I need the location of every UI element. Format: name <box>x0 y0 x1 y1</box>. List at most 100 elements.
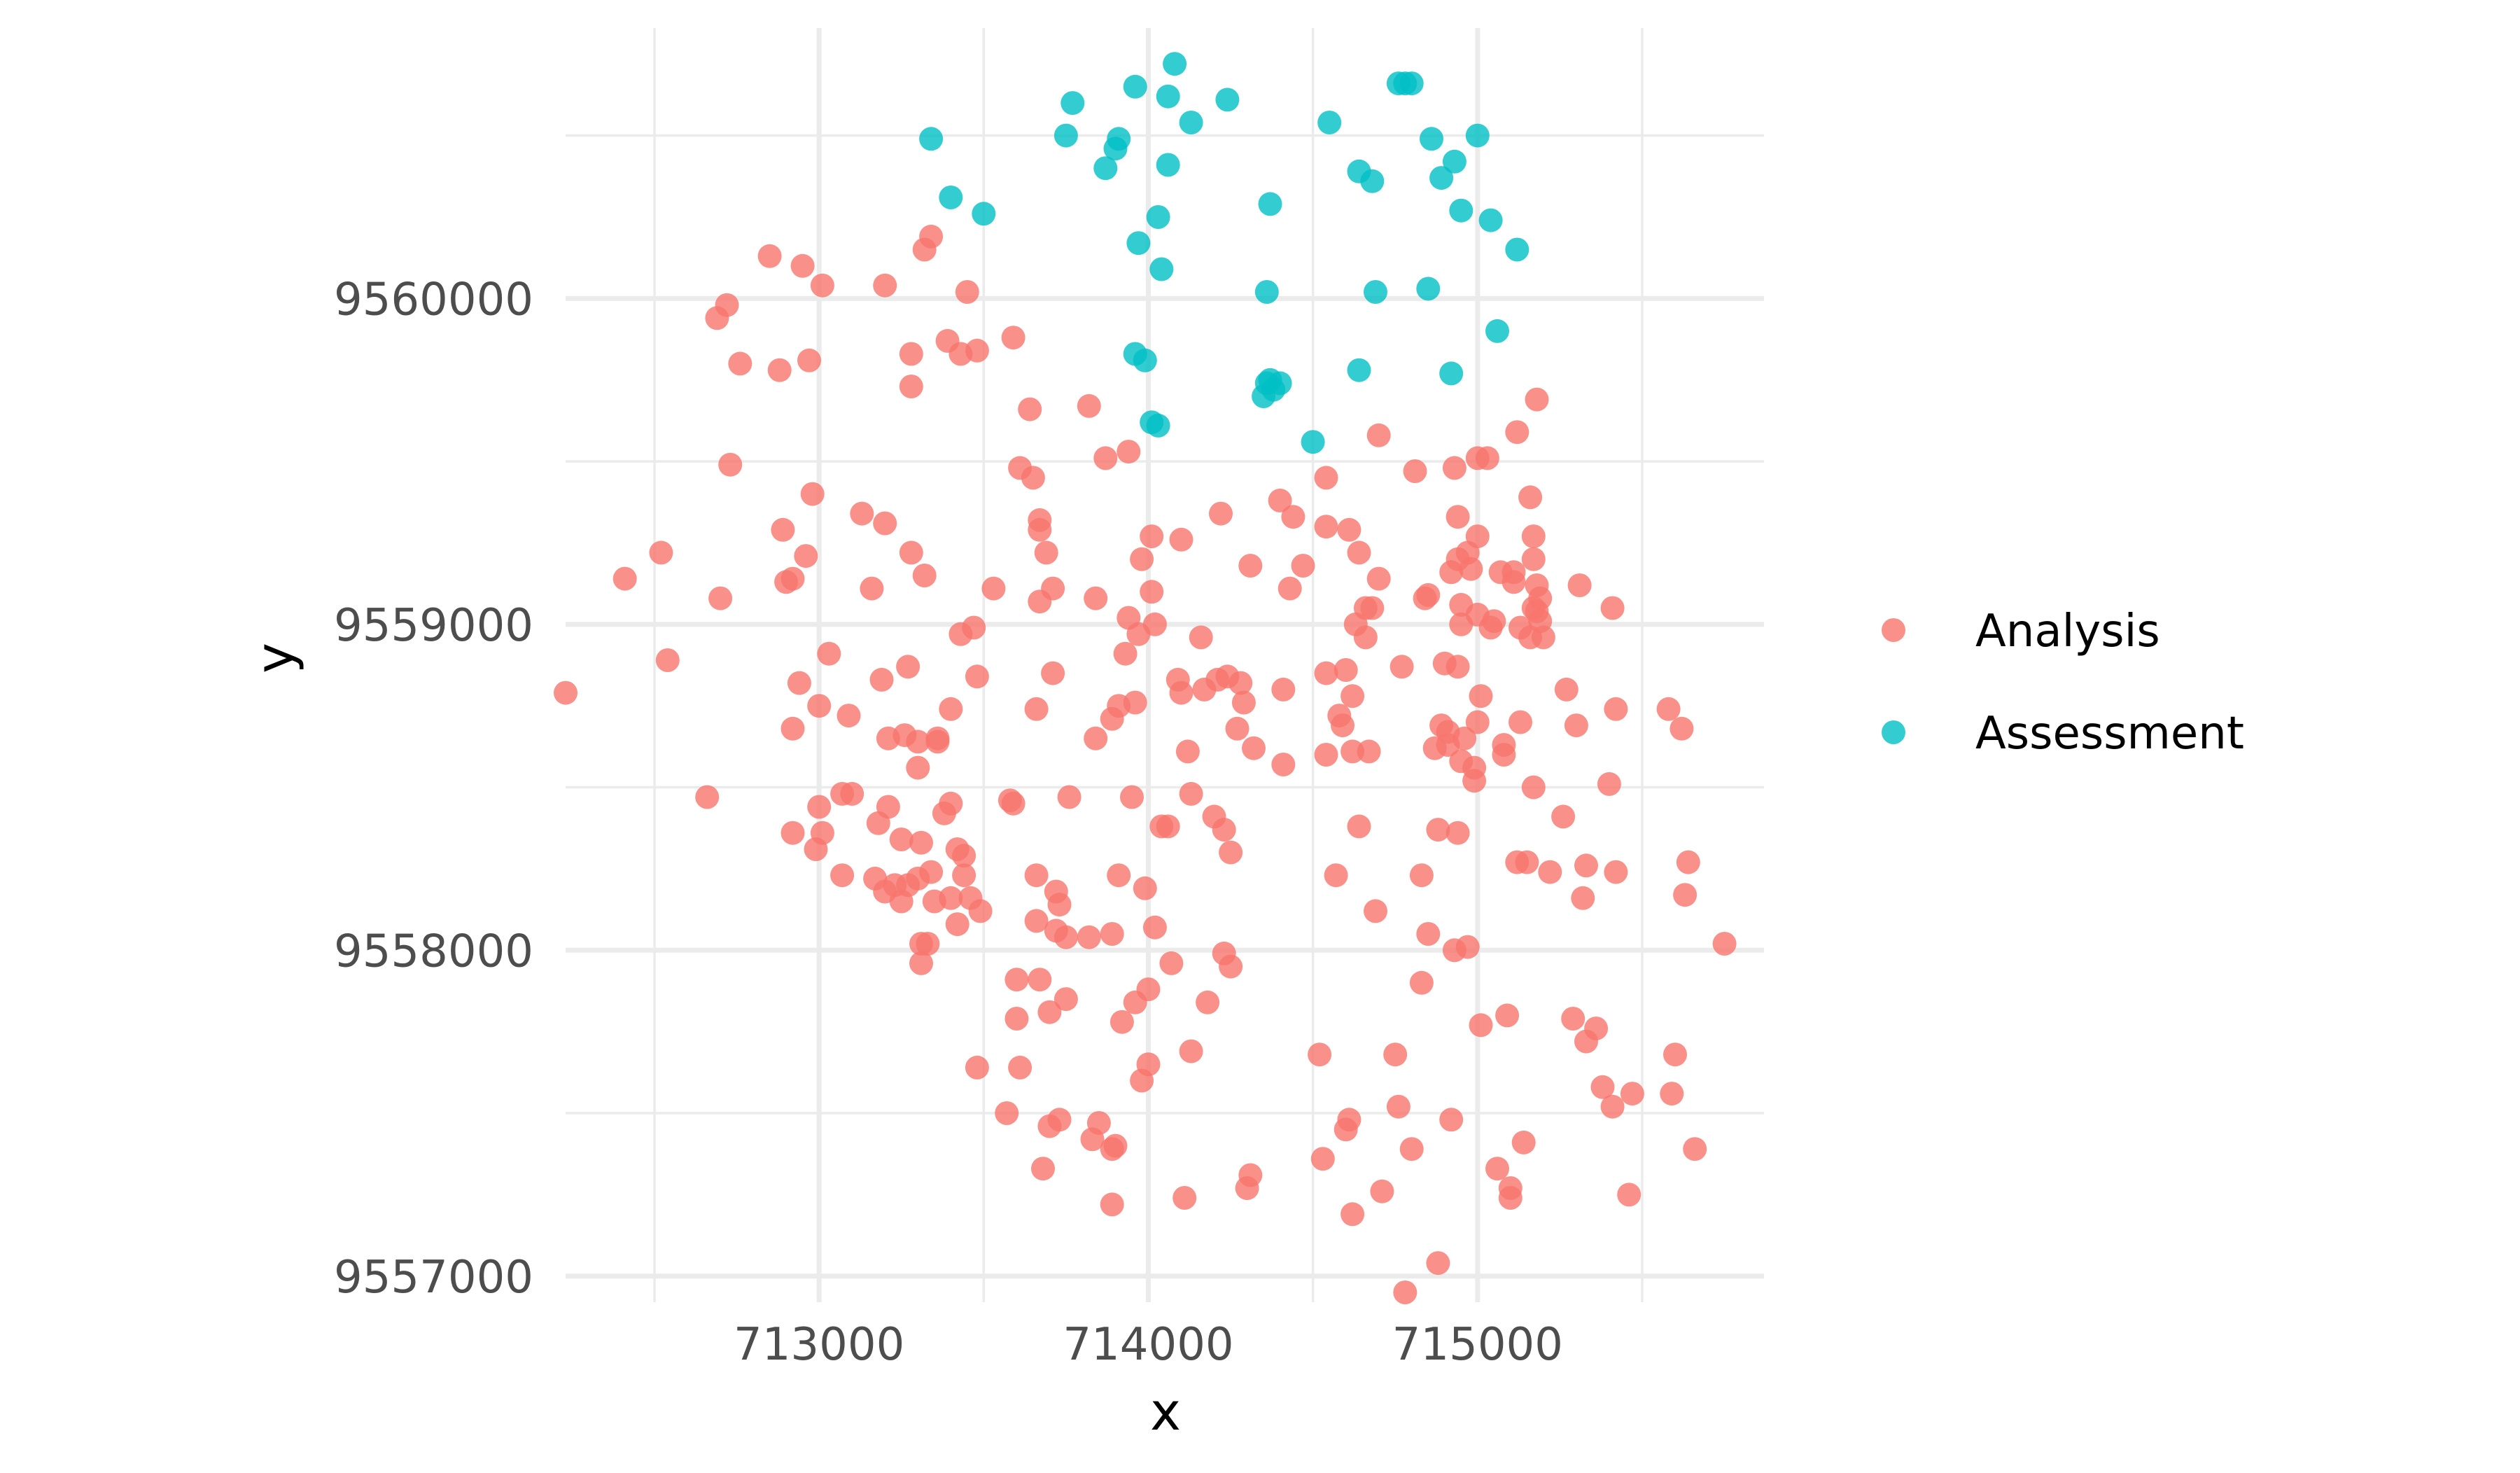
analysis-point <box>1383 1042 1408 1067</box>
assessment-point <box>1478 208 1503 232</box>
analysis-point <box>1041 661 1065 685</box>
analysis-point <box>1656 697 1681 721</box>
analysis-point <box>1310 1147 1335 1171</box>
analysis-point <box>899 342 923 366</box>
analysis-point <box>1347 814 1371 839</box>
assessment-point <box>1258 192 1282 216</box>
analysis-point <box>919 224 944 249</box>
analysis-point <box>1228 671 1253 695</box>
analysis-point <box>1521 775 1546 800</box>
analysis-point <box>1116 440 1141 464</box>
assessment-point <box>1149 257 1174 281</box>
analysis-point <box>1590 1075 1615 1099</box>
analysis-point <box>1604 860 1628 884</box>
analysis-point <box>965 338 989 363</box>
analysis-point <box>876 795 900 819</box>
assessment-point <box>1133 348 1157 372</box>
analysis-point <box>1683 1137 1707 1161</box>
analysis-point <box>612 566 637 591</box>
analysis-point <box>1446 505 1470 529</box>
analysis-point <box>1495 1003 1520 1028</box>
analysis-point <box>1084 726 1108 751</box>
analysis-point <box>1179 781 1203 806</box>
analysis-point <box>1159 951 1184 975</box>
analysis-point <box>1538 860 1562 884</box>
analysis-point <box>1502 570 1526 594</box>
analysis-point <box>1357 739 1381 764</box>
y-tick-label: 9560000 <box>334 274 533 326</box>
analysis-point <box>780 566 805 591</box>
analysis-point <box>1001 791 1026 816</box>
analysis-point <box>965 664 989 689</box>
analysis-point <box>1238 554 1263 578</box>
analysis-point <box>1196 990 1220 1014</box>
analysis-point <box>780 716 805 741</box>
analysis-point <box>1238 1163 1263 1187</box>
analysis-point <box>1113 641 1138 666</box>
analysis-point <box>1004 968 1029 992</box>
analysis-point <box>912 564 937 587</box>
analysis-point <box>1508 710 1532 734</box>
analysis-point <box>1008 1055 1032 1080</box>
analysis-point <box>649 540 673 565</box>
analysis-point <box>1100 1192 1124 1217</box>
analysis-point <box>869 667 894 692</box>
analysis-point <box>1110 1010 1134 1034</box>
analysis-point <box>1442 456 1466 480</box>
analysis-point <box>1169 527 1194 552</box>
analysis-point <box>1518 485 1543 510</box>
analysis-point <box>1103 1133 1128 1158</box>
analysis-point <box>860 576 884 601</box>
analysis-point <box>1120 785 1144 809</box>
assessment-point <box>1268 371 1292 396</box>
analysis-point <box>1347 540 1371 565</box>
analysis-point <box>810 821 834 845</box>
assessment-point <box>1156 153 1180 177</box>
analysis-point <box>1462 755 1487 780</box>
analysis-point <box>1281 505 1306 529</box>
assessment-point <box>1179 111 1203 134</box>
analysis-point <box>1024 697 1049 721</box>
analysis-point <box>1225 716 1250 741</box>
analysis-point <box>1054 987 1078 1012</box>
analysis-point <box>873 273 897 298</box>
assessment-point <box>1465 123 1490 148</box>
analysis-point <box>1340 739 1365 764</box>
assessment-point <box>1360 169 1385 193</box>
assessment-point <box>1317 111 1342 134</box>
analysis-point <box>1057 785 1082 809</box>
analysis-point <box>1426 818 1450 842</box>
analysis-point <box>1021 466 1045 490</box>
analysis-point <box>909 830 933 855</box>
analysis-point <box>1209 501 1233 526</box>
analysis-point <box>1086 1111 1111 1135</box>
analysis-point <box>1455 935 1480 959</box>
analysis-point <box>1366 566 1391 591</box>
assessment-point <box>1215 88 1240 112</box>
analysis-point <box>1712 932 1737 956</box>
analysis-point <box>1028 508 1052 532</box>
legend-key-assessment <box>1882 720 1905 744</box>
analysis-point <box>1574 853 1598 878</box>
analysis-point <box>695 785 720 809</box>
analysis-point <box>1525 387 1549 412</box>
assessment-point <box>1123 74 1147 99</box>
assessment-point <box>1156 84 1180 109</box>
assessment-point <box>919 127 944 151</box>
analysis-point <box>1077 393 1101 418</box>
analysis-point <box>1409 970 1434 995</box>
analysis-point <box>794 544 818 568</box>
analysis-point <box>906 755 930 780</box>
analysis-point <box>1004 1007 1029 1031</box>
x-axis-title: x <box>1150 1382 1181 1442</box>
analysis-point <box>1469 684 1493 708</box>
analysis-point <box>899 375 923 398</box>
assessment-point <box>1146 413 1170 438</box>
analysis-point <box>1620 1082 1644 1106</box>
analysis-point <box>1670 716 1694 741</box>
analysis-point <box>968 899 993 923</box>
analysis-point <box>955 280 979 304</box>
assessment-point <box>1442 149 1466 174</box>
analysis-point <box>1242 736 1266 760</box>
analysis-point <box>1564 713 1588 738</box>
